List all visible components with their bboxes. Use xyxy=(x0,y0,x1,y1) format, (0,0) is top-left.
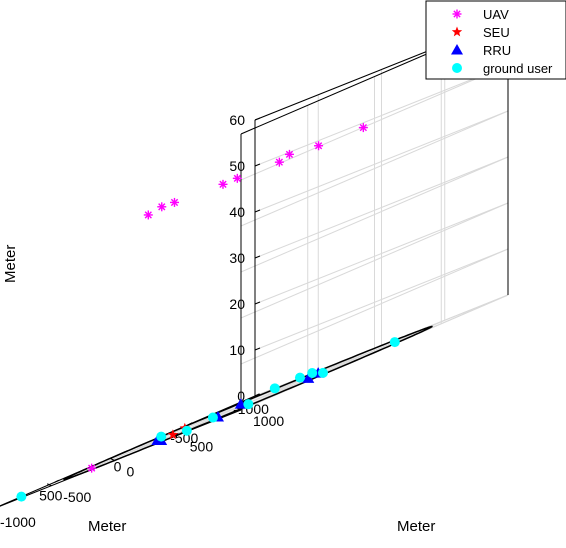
uav-marker xyxy=(143,210,153,220)
uav-marker xyxy=(274,157,284,167)
uav-marker xyxy=(169,197,179,207)
uav-marker xyxy=(157,202,167,212)
legend-marker-uav xyxy=(452,9,462,19)
ground-user-marker xyxy=(181,425,192,436)
wall-grid-line xyxy=(240,248,509,365)
z-tick-mark xyxy=(254,301,261,305)
y-tick-label: 1000 xyxy=(253,413,284,429)
z-axis-label: Meter xyxy=(2,245,19,283)
y-tick-label: 0 xyxy=(127,464,135,480)
z-tick-mark xyxy=(254,347,261,351)
legend-label-uav: UAV xyxy=(483,7,509,22)
uav-marker xyxy=(284,149,294,159)
z-tick-label: 50 xyxy=(229,158,245,174)
wall-grid-line xyxy=(254,248,509,351)
x-axis-label: Meter xyxy=(88,518,126,535)
z-tick-label: 30 xyxy=(229,250,245,266)
x-tick-label: 0 xyxy=(114,459,122,475)
ground-user-marker xyxy=(294,372,305,383)
ground-user-marker xyxy=(307,367,318,378)
y-tick-mark xyxy=(47,483,52,487)
uav-marker xyxy=(314,141,324,151)
x-tick-mark xyxy=(54,479,59,483)
wall-grid-line xyxy=(240,156,509,273)
wall-grid-line xyxy=(254,110,509,213)
legend-box xyxy=(425,0,566,80)
ground-user-marker xyxy=(243,399,254,410)
y-tick-label: 500 xyxy=(190,438,214,454)
legend-marker-ground-user xyxy=(452,63,462,73)
wall-grid-line xyxy=(240,110,509,227)
z-tick-mark xyxy=(254,163,261,167)
axes-box xyxy=(0,18,509,507)
legend-marker-seu xyxy=(451,26,463,37)
ground-user-marker xyxy=(16,491,27,502)
x-tick-label: -500 xyxy=(170,430,198,446)
ground-user-marker xyxy=(389,337,400,348)
z-tick-label: 40 xyxy=(229,204,245,220)
tick-labels: -1000-50005001000-1000-50005001000010203… xyxy=(0,112,284,530)
ground-user-marker xyxy=(317,367,328,378)
uav-marker xyxy=(87,463,97,473)
circle-outline xyxy=(63,325,433,481)
wall-grid-line xyxy=(254,156,509,259)
legend-label-rru: RRU xyxy=(483,43,511,58)
wall-grid-line xyxy=(240,64,509,181)
z-tick-label: 20 xyxy=(229,296,245,312)
y-axis-label: Meter xyxy=(397,518,435,535)
ground-user-marker xyxy=(269,383,280,394)
z-tick-mark xyxy=(254,117,261,121)
legend-marker-rru xyxy=(451,44,463,55)
seu-marker xyxy=(167,429,179,440)
legend-label-ground-user: ground user xyxy=(483,61,553,76)
z-tick-label: 60 xyxy=(229,112,245,128)
data-points xyxy=(16,123,400,502)
uav-marker xyxy=(218,179,228,189)
wall-grid-line xyxy=(254,64,509,167)
legend: UAV SEU RRU ground user xyxy=(425,0,566,80)
x-tick-label: 500 xyxy=(39,487,63,503)
z-tick-mark xyxy=(254,255,261,259)
coverage-circle xyxy=(63,325,433,481)
z-tick-mark xyxy=(254,209,261,213)
z-tick-mark xyxy=(254,393,261,397)
ground-user-marker xyxy=(207,412,218,423)
uav-marker xyxy=(358,123,368,133)
wall-grid-line xyxy=(254,202,509,305)
ground-user-marker xyxy=(156,431,167,442)
wall-grid-line xyxy=(240,202,509,319)
z-tick-label: 10 xyxy=(229,342,245,358)
uav-marker xyxy=(232,173,242,183)
z-tick-label: 0 xyxy=(237,388,245,404)
y-tick-label: -500 xyxy=(63,489,91,505)
rru-marker xyxy=(302,372,315,383)
y-tick-label: -1000 xyxy=(0,514,36,530)
grid-lines xyxy=(0,18,509,507)
legend-label-seu: SEU xyxy=(483,25,510,40)
